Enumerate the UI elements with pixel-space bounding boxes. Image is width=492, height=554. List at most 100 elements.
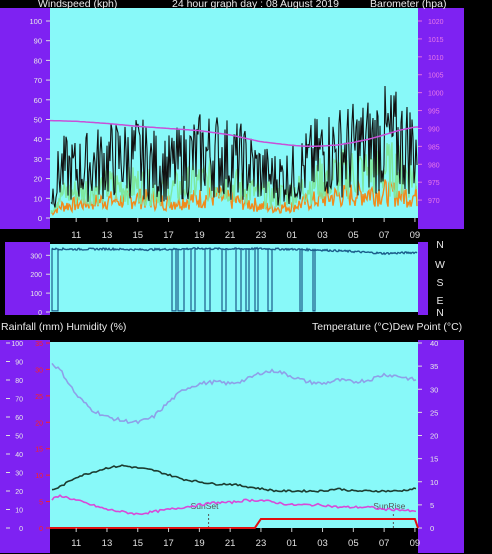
series-temperature: [51, 464, 417, 493]
direction-north-wrap: [267, 248, 273, 312]
temp-y-tick-label: 25: [430, 408, 438, 417]
temp-y-tick-label: 20: [430, 432, 438, 441]
wind-y-tick-label: 60: [34, 96, 42, 105]
rain-y-tick-label: 35: [35, 341, 43, 348]
humidity-y-tick-label: 90: [15, 360, 23, 367]
wind-y-tick-label: 20: [34, 175, 42, 184]
wind-x-tick-label: 17: [163, 230, 174, 241]
humidity-x-tick-label: 05: [348, 538, 359, 549]
rain-y-tick-label: 5: [39, 500, 43, 507]
panel3-left-bar: [0, 340, 50, 553]
direction-north-wrap: [51, 248, 59, 312]
humidity-x-tick-label: 13: [102, 538, 113, 549]
humidity-x-tick-label: 03: [317, 538, 328, 549]
baro-y-tick-label: 980: [428, 162, 440, 169]
series-wind_avg: [50, 142, 418, 215]
header-right: Barometer (hpa): [370, 0, 447, 10]
panel3-right-bar: [418, 340, 464, 553]
baro-y-tick-label: 1015: [428, 37, 444, 44]
wind-y-tick-label: 70: [34, 76, 42, 85]
compass-label-w: W: [435, 259, 445, 271]
humidity-y-tick-label: 70: [15, 397, 23, 404]
humidity-x-tick-label: 11: [71, 538, 81, 549]
dir-y-tick-label: 300: [30, 253, 42, 260]
baro-y-tick-label: 1005: [428, 73, 444, 80]
baro-y-tick-label: 970: [428, 198, 440, 205]
humidity-y-tick-label: 10: [15, 508, 23, 515]
wind-x-tick-label: 13: [102, 230, 113, 241]
direction-north-wrap: [190, 248, 196, 312]
baro-y-tick-label: 990: [428, 126, 440, 133]
wind-y-tick-label: 10: [34, 194, 42, 203]
rain-y-tick-label: 15: [35, 447, 43, 454]
humidity-x-tick-label: 17: [163, 538, 174, 549]
panel2-right-bar: [418, 242, 428, 315]
baro-y-tick-label: 985: [428, 144, 440, 151]
temp-y-tick-label: 5: [430, 501, 434, 510]
chart-title: 24 hour graph day : 08 August 2019: [172, 0, 339, 10]
wind-y-tick-label: 30: [34, 155, 42, 164]
direction-north-wrap: [204, 248, 211, 312]
humidity-x-tick-label: 15: [132, 538, 143, 549]
direction-plot-area: [50, 244, 418, 312]
wind-y-tick-label: 100: [29, 17, 42, 26]
baro-y-tick-label: 1020: [428, 19, 444, 26]
series-rain: [50, 518, 419, 529]
wind-y-tick-label: 50: [34, 116, 42, 125]
wind-y-tick-label: 40: [34, 135, 42, 144]
direction-north-wrap: [171, 248, 177, 312]
rain-y-tick-label: 30: [35, 367, 43, 374]
rain-y-tick-label: 20: [35, 420, 43, 427]
humidity-y-tick-label: 60: [15, 415, 23, 422]
humidity-y-tick-label: 40: [15, 452, 23, 459]
temp-y-tick-label: 35: [430, 362, 438, 371]
series-barometer: [50, 119, 418, 148]
panel3-header-left: Rainfall (mm) Humidity (%): [1, 321, 127, 333]
temp-y-tick-label: 10: [430, 478, 438, 487]
baro-y-tick-label: 995: [428, 109, 440, 116]
compass-label-s: S: [436, 277, 443, 289]
temp-y-tick-label: 15: [430, 455, 438, 464]
temp-y-tick-label: 30: [430, 385, 438, 394]
dir-y-tick-label: 100: [30, 291, 42, 298]
wind-x-tick-label: 03: [317, 230, 328, 241]
dir-y-tick-label: 200: [30, 272, 42, 279]
wind-x-tick-label: 21: [225, 230, 236, 241]
header-left: Windspeed (kph): [38, 0, 118, 10]
humidity-y-tick-label: 50: [15, 434, 23, 441]
wind-x-tick-label: 05: [348, 230, 359, 241]
series-humidity: [51, 362, 417, 425]
direction-north-wrap: [299, 248, 303, 312]
wind-x-tick-label: 23: [256, 230, 267, 241]
wind-y-tick-label: 80: [34, 56, 42, 65]
direction-north-wrap: [254, 248, 259, 312]
humidity-y-tick-label: 80: [15, 378, 23, 385]
humidity-x-tick-label: 21: [225, 538, 236, 549]
humidity-y-tick-label: 30: [15, 471, 23, 478]
humidity-y-tick-label: 0: [19, 526, 23, 533]
wind-x-tick-label: 07: [379, 230, 390, 241]
panel3-header-right: Temperature (°C)Dew Point (°C): [312, 321, 463, 333]
direction-north-wrap: [245, 248, 250, 312]
series-dewpoint: [51, 494, 417, 516]
series-direction: [51, 246, 418, 256]
humidity-temp-plot-area: [50, 342, 418, 528]
rain-y-tick-label: 25: [35, 394, 43, 401]
humidity-x-tick-label: 19: [194, 538, 205, 549]
compass-label-n: N: [436, 239, 444, 251]
compass-label-e: E: [436, 295, 443, 307]
direction-north-wrap: [177, 248, 185, 312]
temp-y-tick-label: 0: [430, 524, 434, 533]
panel2-left-bar: [5, 242, 50, 315]
sunrise-label: SunRise: [373, 501, 405, 511]
humidity-x-tick-label: 09: [410, 538, 421, 549]
panel1-right-bar: [418, 8, 464, 229]
rain-y-tick-label: 10: [35, 473, 43, 480]
compass-label-n: N: [436, 307, 444, 319]
wind-y-tick-label: 90: [34, 37, 42, 46]
rain-y-tick-label: 0: [39, 526, 43, 533]
humidity-x-tick-label: 07: [379, 538, 390, 549]
humidity-y-tick-label: 20: [15, 489, 23, 496]
panel1-left-bar: [0, 8, 50, 229]
